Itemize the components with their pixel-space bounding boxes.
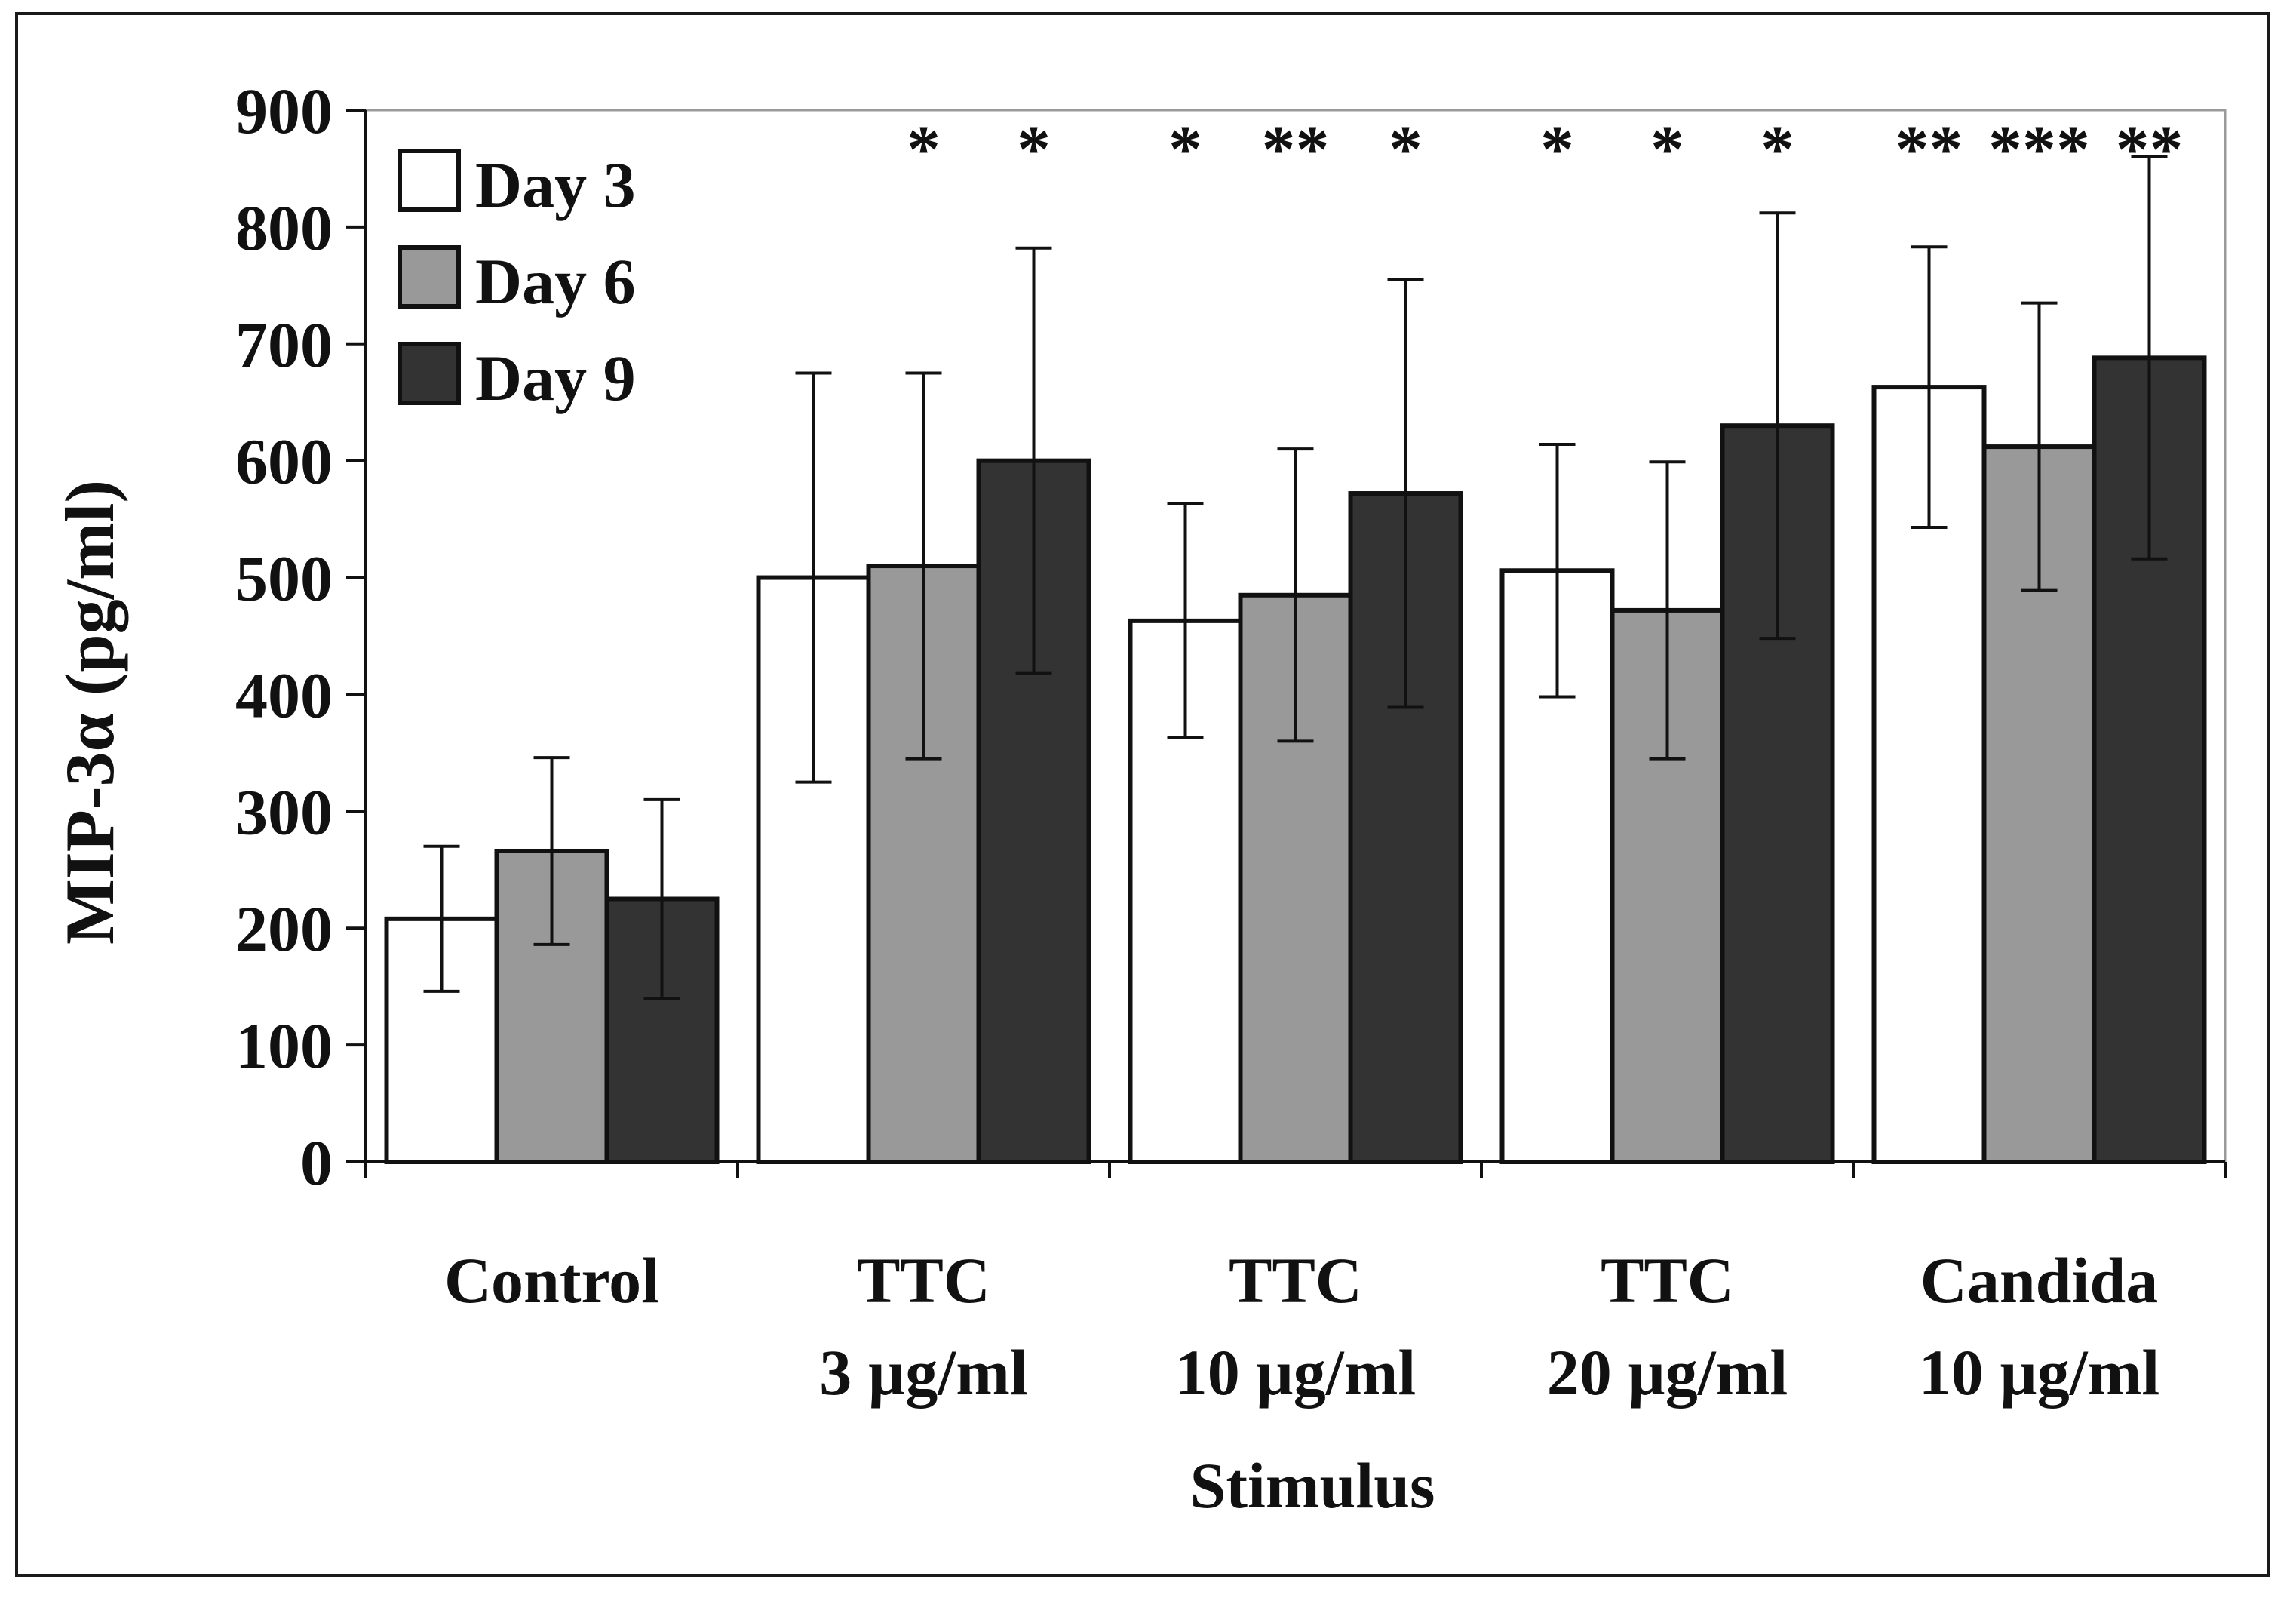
significance-3-0: * xyxy=(1540,112,1574,187)
significance-4-0: ** xyxy=(1895,112,1963,187)
x-tick-label-3-0: TTC xyxy=(1601,1244,1734,1317)
x-tick-label-1-1: 3 µg/ml xyxy=(819,1336,1027,1409)
significance-4-2: ** xyxy=(2116,112,2184,187)
significance-2-0: * xyxy=(1168,112,1202,187)
x-tick-label-4-1: 10 µg/ml xyxy=(1919,1336,2159,1409)
legend-swatch-0 xyxy=(398,149,461,212)
significance-3-1: * xyxy=(1650,112,1684,187)
y-axis-label: MIP-3α (pg/ml) xyxy=(51,480,128,945)
x-tick-label-2-0: TTC xyxy=(1229,1244,1362,1317)
x-tick-label-3-1: 20 µg/ml xyxy=(1547,1336,1788,1409)
y-tick-label-600: 600 xyxy=(235,426,333,498)
y-tick-label-300: 300 xyxy=(235,776,333,848)
significance-1-2: * xyxy=(1017,112,1051,187)
y-tick-label-900: 900 xyxy=(235,75,333,147)
legend-swatch-2 xyxy=(398,342,461,405)
x-tick-label-1-0: TTC xyxy=(857,1244,990,1317)
y-tick-label-700: 700 xyxy=(235,309,333,381)
y-tick-label-800: 800 xyxy=(235,192,333,264)
x-tick-label-2-1: 10 µg/ml xyxy=(1175,1336,1416,1409)
y-tick-label-400: 400 xyxy=(235,659,333,731)
x-tick-label-4-0: Candida xyxy=(1920,1244,2159,1317)
y-tick-label-0: 0 xyxy=(300,1126,333,1199)
significance-3-2: * xyxy=(1760,112,1794,187)
legend-label-0: Day 3 xyxy=(475,149,636,221)
legend-label-2: Day 9 xyxy=(475,342,636,414)
significance-4-1: *** xyxy=(1988,112,2090,187)
y-tick-label-100: 100 xyxy=(235,1009,333,1082)
significance-2-1: ** xyxy=(1262,112,1330,187)
significance-1-1: * xyxy=(907,112,941,187)
legend-label-1: Day 6 xyxy=(475,245,636,318)
bar-3-2 xyxy=(1720,423,1835,1164)
x-axis-label: Stimulus xyxy=(1189,1449,1435,1522)
legend-swatch-1 xyxy=(398,245,461,309)
significance-2-2: * xyxy=(1389,112,1423,187)
y-tick-label-200: 200 xyxy=(235,893,333,965)
x-tick-label-0-0: Control xyxy=(444,1244,659,1317)
y-tick-label-500: 500 xyxy=(235,542,333,615)
